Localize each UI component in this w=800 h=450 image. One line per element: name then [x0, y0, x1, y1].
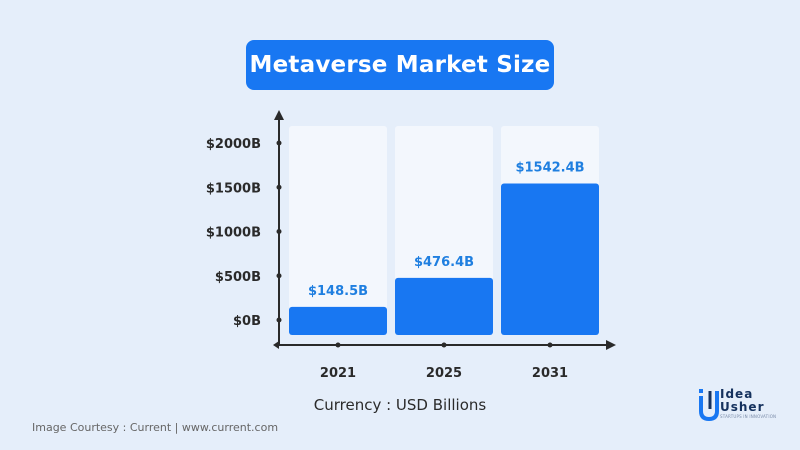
logo-tagline: STARTUPS IN INNOVATION: [720, 414, 777, 419]
value-label: $148.5B: [308, 284, 368, 299]
x-tick: [335, 342, 341, 348]
y-tick: [276, 140, 282, 146]
x-tick-label: 2031: [532, 366, 568, 381]
chart-title: Metaverse Market Size: [246, 40, 554, 90]
x-tick: [441, 342, 447, 348]
x-tick-label: 2025: [426, 366, 462, 381]
x-tick: [547, 342, 553, 348]
value-label: $476.4B: [414, 255, 474, 270]
y-tick-label: $0B: [233, 314, 261, 329]
logo-text-bottom: Usher: [720, 400, 765, 414]
y-tick-label: $500B: [215, 270, 261, 285]
y-tick-label: $1000B: [206, 226, 261, 241]
value-label: $1542.4B: [515, 160, 584, 175]
image-courtesy: Image Courtesy : Current | www.current.c…: [32, 421, 279, 434]
currency-note: Currency : USD Billions: [313, 396, 487, 414]
y-tick: [276, 317, 282, 323]
origin-mark: [273, 341, 279, 349]
y-tick-label: $1500B: [206, 181, 261, 196]
y-tick: [276, 184, 282, 190]
bar: [289, 306, 387, 335]
bar: [501, 183, 599, 335]
column-background: [289, 126, 387, 335]
x-axis-arrow: [606, 340, 616, 350]
x-tick-label: 2021: [320, 366, 356, 381]
logo-mark-icon: [699, 389, 719, 422]
logo-text-top: Idea: [720, 387, 754, 401]
y-tick-label: $2000B: [206, 137, 261, 152]
y-axis-arrow: [274, 110, 284, 120]
y-tick: [276, 273, 282, 279]
bar: [395, 277, 493, 335]
y-tick: [276, 229, 282, 234]
idea-usher-logo: Idea Usher STARTUPS IN INNOVATION: [698, 387, 778, 423]
